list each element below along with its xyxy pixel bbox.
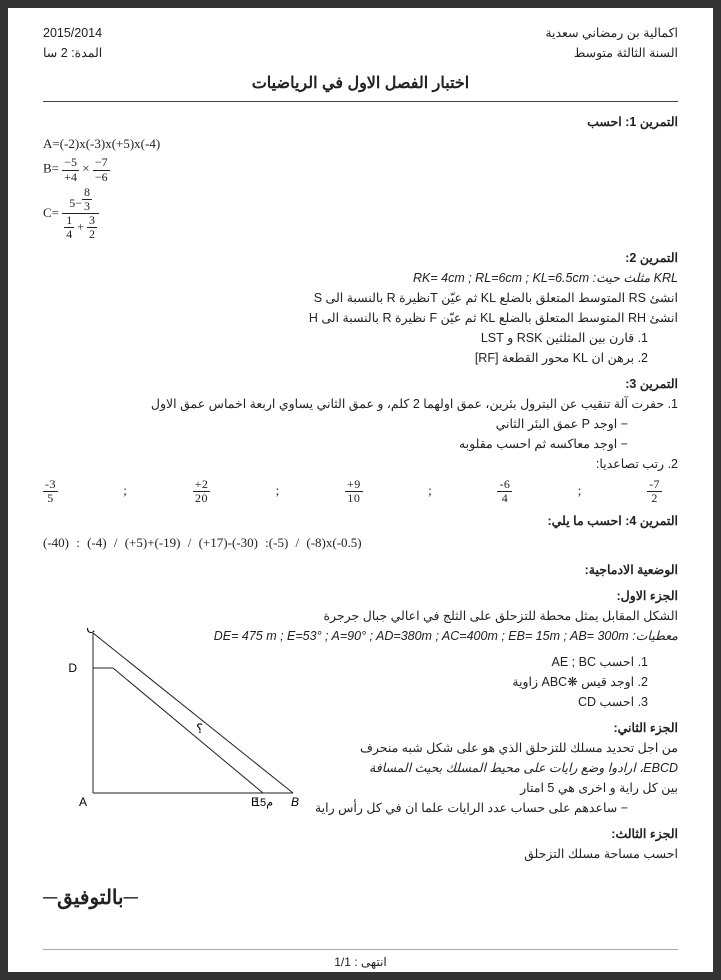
ex2-l3: انشئ RH المتوسط المتعلق بالضلع KL ثم عيّ… [43,308,678,328]
header-row-1: اكمالية بن رمضاني سعدية 2015/2014 [43,23,678,43]
title-separator [43,101,678,102]
ex2-title: التمرين 2: [43,248,678,268]
school-name: اكمالية بن رمضاني سعدية [545,23,678,43]
academic-year: 2015/2014 [43,23,102,43]
ex2-l2: انشئ RS المتوسط المتعلق بالضلع KL ثم عيّ… [43,288,678,308]
C-bigfrac: 5−83 14 + 32 [62,186,99,242]
ex2-l1: KRL مثلث حيث: RK= 4cm ; RL=6cm ; KL=6.5c… [43,268,678,288]
triangle-diagram: C D A E B م15 ؟ [63,628,323,813]
lbl-15: م15 [254,797,273,809]
situation-title: الوضعية الادماجية: [43,560,678,580]
ex1-A: A=(-2)x(-3)x(+5)x(-4) [43,134,678,155]
B-prefix: B= [43,161,59,176]
ex3-l3: − اوجد معاكسه ثم احسب مقلوبه [43,434,678,454]
ex3-l4: 2. رتب تصاعديا: [43,454,678,474]
B-mult: × [82,161,89,176]
grade-level: السنة الثالثة متوسط [574,43,678,63]
B-frac2: −7 −6 [93,156,110,183]
ex4-title: التمرين 4: احسب ما يلي: [43,511,678,531]
ex3-l1: 1. حفرت آلة تنقيب عن البترول بئرين، عمق … [43,394,678,414]
part3-title: الجزء الثالث: [43,824,678,844]
p3-l1: احسب مساحة مسلك التزحلق [43,844,678,864]
good-luck: ─بالتوفيق─ [43,882,678,914]
lbl-D: D [68,661,77,675]
lbl-C: C [86,628,95,636]
exam-title: اختبار الفصل الاول في الرياضيات [43,71,678,97]
lbl-qmark: ؟ [196,721,203,736]
part1-title: الجزء الاول: [43,586,678,606]
header-row-2: السنة الثالثة متوسط المدة: 2 سا [43,43,678,63]
lbl-A: A [79,795,87,809]
ex1-title: التمرين 1: احسب [43,112,678,132]
ex2-l4: 1. قارن بين المثلثين RSK و LST [43,328,678,348]
ex1-C: C= 5−83 14 + 32 [43,186,678,242]
ex3-title: التمرين 3: [43,374,678,394]
part1-desc: الشكل المقابل يمثل محطة للتزحلق على الثل… [43,606,678,626]
ex3-l2: − اوجد P عمق البئر الثاني [43,414,678,434]
ex1-B: B= −5 +4 × −7 −6 [43,156,678,183]
C-prefix: C= [43,205,59,220]
ex3-fractions: -35 ; +220 ; +910 ; -64 ; -72 [43,478,678,505]
lbl-B: B [291,795,299,809]
document-page: اكمالية بن رمضاني سعدية 2015/2014 السنة … [8,8,713,972]
B-frac1: −5 +4 [62,156,79,183]
page-footer: انتهى : 1/1 [43,949,678,972]
ex4-expr: (-40) : (-4) / (+5)+(-19) / (+17)-(-30) … [43,533,678,554]
duration: المدة: 2 سا [43,43,102,63]
ex2-l5: 2. برهن ان KL محور القطعة [RF] [43,348,678,368]
